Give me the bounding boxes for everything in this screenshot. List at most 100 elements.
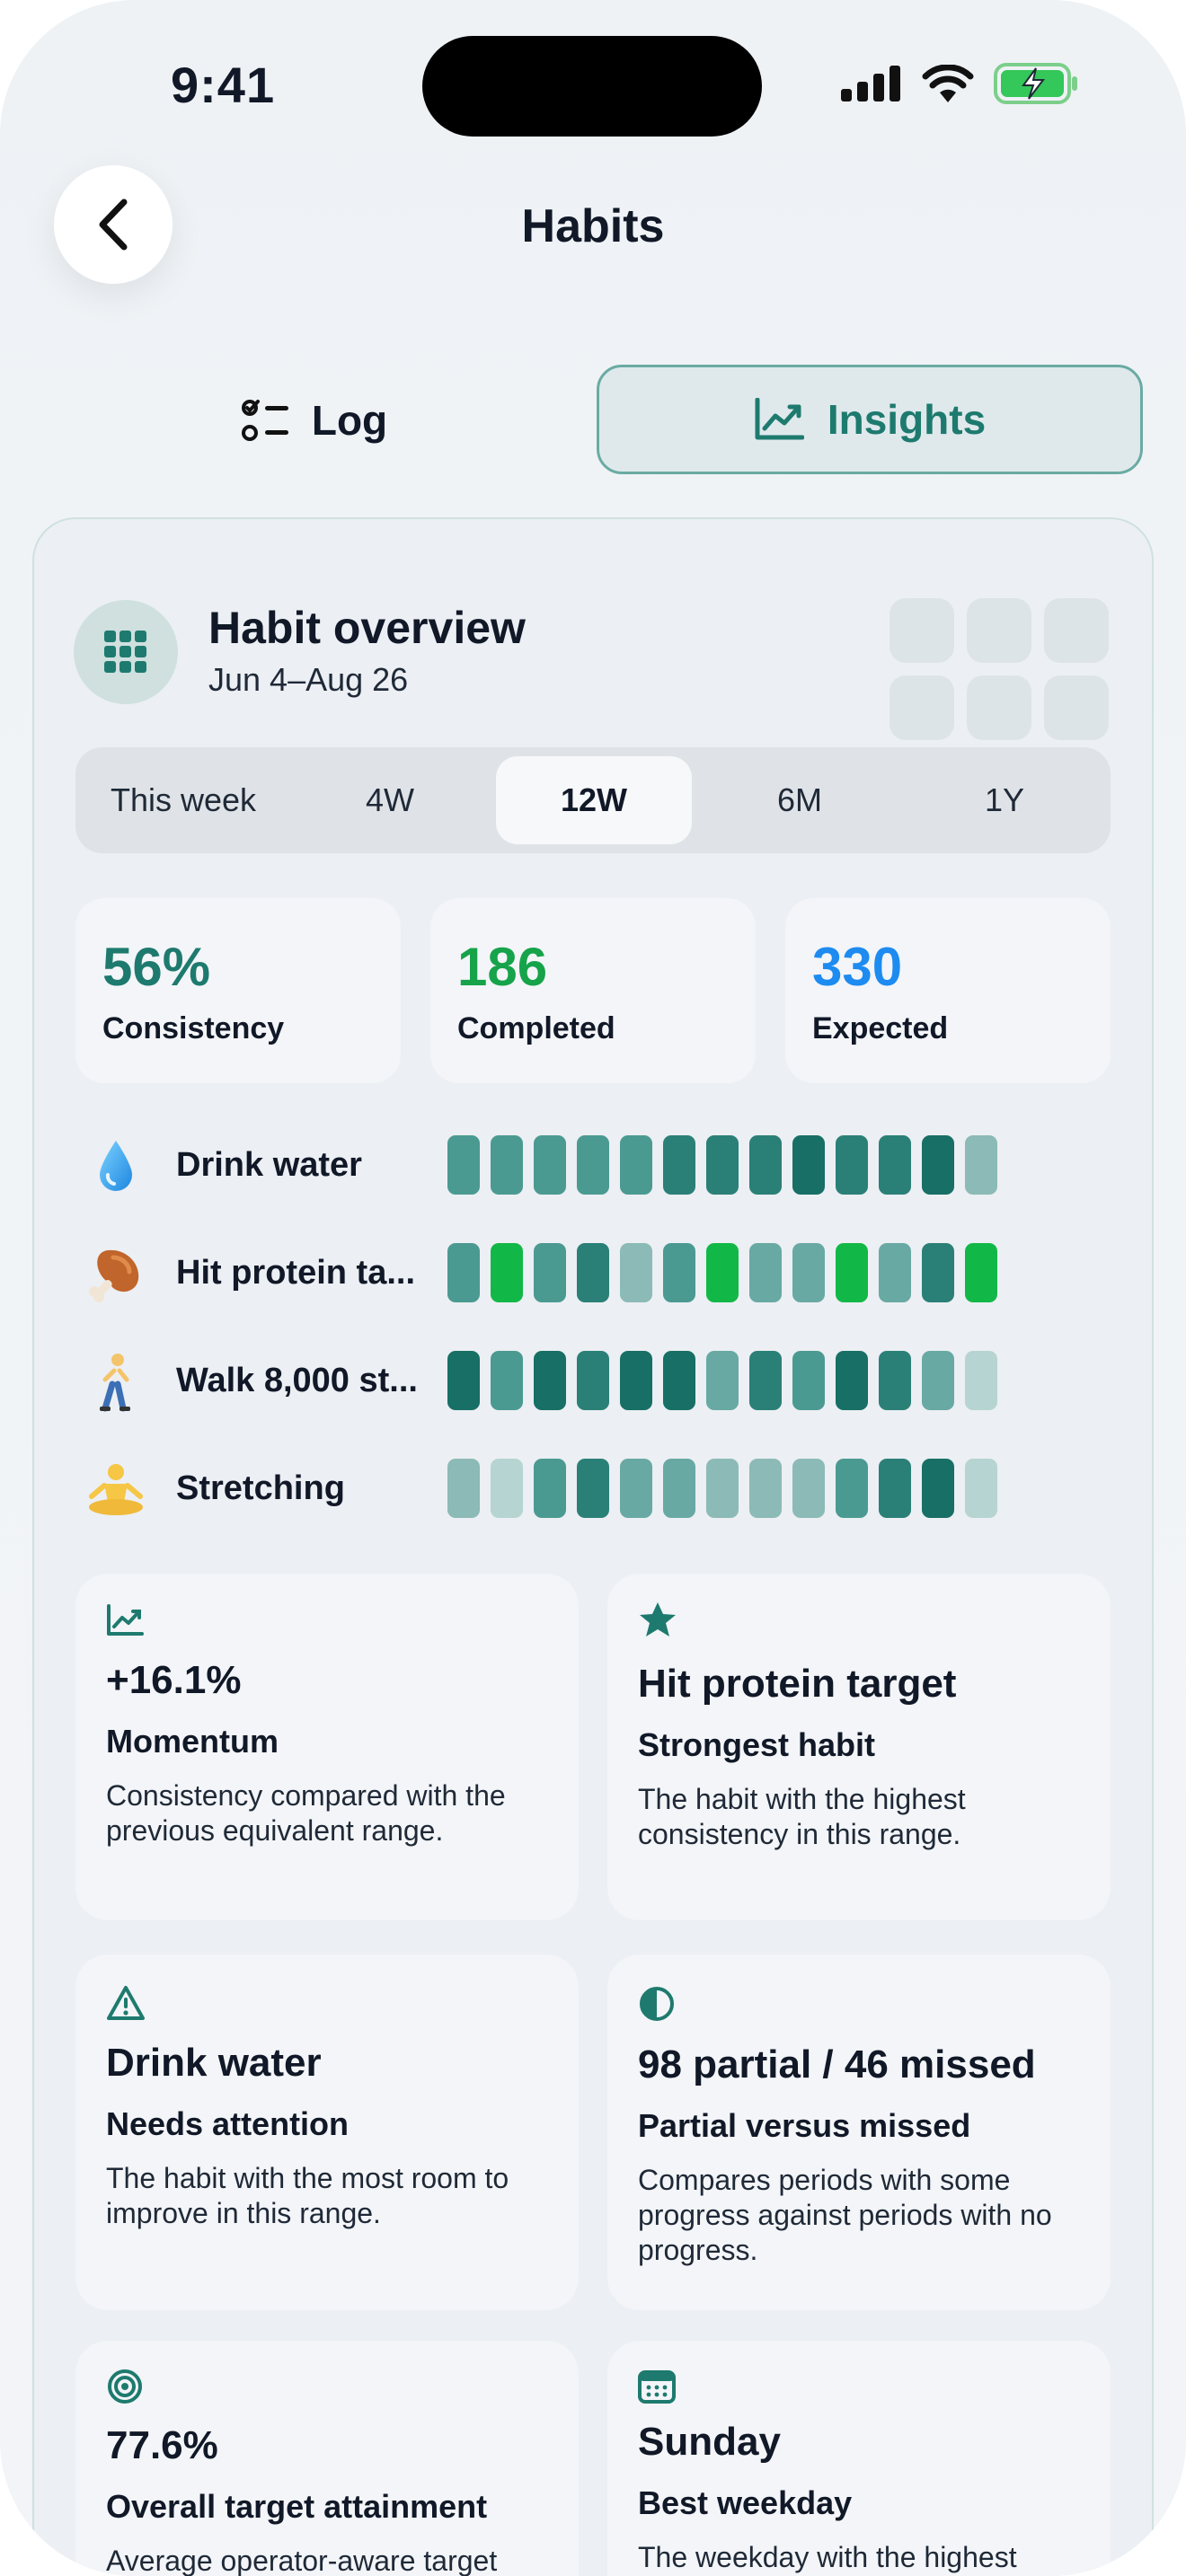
habit-day-cell: [663, 1243, 695, 1302]
habit-day-cell: [706, 1135, 739, 1195]
habit-day-cell: [792, 1459, 825, 1518]
habit-day-cell: [706, 1243, 739, 1302]
range-selector: This week 4W 12W 6M 1Y: [75, 747, 1111, 853]
warning-icon: [107, 1986, 145, 2020]
insight-value: Sunday: [638, 2420, 781, 2464]
habit-day-cell: [749, 1351, 782, 1410]
habit-day-cell: [577, 1351, 609, 1410]
habit-row-drink-water[interactable]: Drink water: [75, 1126, 1064, 1207]
range-option-this-week[interactable]: This week: [110, 781, 257, 818]
habit-day-cell: [836, 1243, 868, 1302]
insight-card-needs-attention: Drink water Needs attention The habit wi…: [75, 1954, 579, 2310]
habit-cells: [447, 1135, 997, 1195]
insight-description: Average operator-aware target: [106, 2545, 498, 2576]
habit-row-walk[interactable]: Walk 8,000 st...: [75, 1342, 1064, 1423]
habit-day-cell: [491, 1135, 523, 1195]
habit-day-cell: [663, 1459, 695, 1518]
chevron-left-icon: [99, 198, 128, 251]
habit-day-cell: [749, 1135, 782, 1195]
stat-consistency: 56% Consistency: [75, 898, 401, 1083]
poultry-leg-icon: [86, 1245, 146, 1304]
habit-day-cell: [663, 1351, 695, 1410]
habit-day-cell: [792, 1243, 825, 1302]
habit-day-cell: [620, 1351, 652, 1410]
habit-day-cell: [922, 1243, 954, 1302]
habit-day-cell: [879, 1459, 911, 1518]
stat-label: Expected: [812, 1011, 949, 1045]
habit-day-cell: [491, 1243, 523, 1302]
habit-name: Drink water: [176, 1146, 362, 1184]
insight-title: Momentum: [106, 1723, 279, 1760]
back-button[interactable]: [54, 165, 173, 284]
insight-card-partial-vs-missed: 98 partial / 46 missed Partial versus mi…: [607, 1954, 1111, 2310]
habit-day-cell: [534, 1459, 566, 1518]
insight-description: The weekday with the highest: [638, 2541, 1017, 2573]
habit-day-cell: [447, 1351, 480, 1410]
range-option-12w[interactable]: 12W: [496, 756, 692, 844]
habit-day-cell: [922, 1459, 954, 1518]
tab-insights-label: Insights: [827, 396, 987, 443]
insight-value: Hit protein target: [638, 1662, 957, 1706]
habit-day-cell: [749, 1243, 782, 1302]
habit-day-cell: [965, 1243, 997, 1302]
dynamic-island: [422, 36, 762, 137]
habit-name: Hit protein ta...: [176, 1254, 415, 1292]
stat-expected: 330 Expected: [785, 898, 1111, 1083]
habit-day-cell: [447, 1135, 480, 1195]
tab-insights[interactable]: Insights: [597, 365, 1143, 474]
habit-day-cell: [577, 1243, 609, 1302]
habit-cells: [447, 1351, 997, 1410]
grid-icon: [104, 631, 146, 673]
habit-day-cell: [749, 1459, 782, 1518]
cellular-signal-icon: [841, 66, 900, 101]
habit-day-cell: [965, 1459, 997, 1518]
habit-day-cell: [577, 1459, 609, 1518]
habit-day-cell: [447, 1459, 480, 1518]
battery-charging-icon: [994, 63, 1077, 104]
insight-title: Overall target attainment: [106, 2488, 488, 2525]
habit-day-cell: [491, 1351, 523, 1410]
droplet-icon: [86, 1137, 146, 1196]
insight-description: The habit with the most room to improve …: [106, 2162, 509, 2229]
target-icon: [108, 2369, 142, 2404]
habit-day-cell: [706, 1459, 739, 1518]
habit-day-cell: [663, 1135, 695, 1195]
trend-chart-icon: [755, 398, 804, 440]
range-option-1y[interactable]: 1Y: [984, 781, 1025, 818]
stat-value: 186: [457, 937, 548, 997]
insight-description: The habit with the highest consistency i…: [638, 1783, 966, 1850]
habit-row-protein[interactable]: Hit protein ta...: [75, 1234, 1064, 1315]
habit-day-cell: [620, 1459, 652, 1518]
person-walking-icon: [86, 1353, 146, 1412]
habit-day-cell: [879, 1135, 911, 1195]
range-option-4w[interactable]: 4W: [366, 781, 414, 818]
habit-name: Walk 8,000 st...: [176, 1362, 418, 1399]
star-icon: [640, 1602, 676, 1636]
insight-value: 98 partial / 46 missed: [638, 2042, 1036, 2086]
tab-log[interactable]: Log: [180, 366, 449, 474]
status-time: 9:41: [171, 57, 276, 113]
habit-day-cell: [922, 1135, 954, 1195]
habit-day-cell: [447, 1243, 480, 1302]
trend-chart-icon: [107, 1604, 144, 1636]
insight-value: Drink water: [106, 2041, 322, 2085]
habit-day-cell: [491, 1459, 523, 1518]
overview-title: Habit overview: [208, 603, 526, 653]
insight-value: +16.1%: [106, 1658, 242, 1702]
stat-value: 330: [812, 937, 903, 997]
half-circle-icon: [640, 1987, 674, 2021]
habit-row-stretching[interactable]: Stretching: [75, 1450, 1064, 1531]
insight-card-strongest-habit: Hit protein target Strongest habit The h…: [607, 1574, 1111, 1920]
habit-day-cell: [836, 1135, 868, 1195]
page-title: Habits: [521, 200, 665, 252]
insight-title: Partial versus missed: [638, 2107, 971, 2144]
range-option-6m[interactable]: 6M: [776, 781, 822, 818]
habit-day-cell: [836, 1459, 868, 1518]
habit-day-cell: [922, 1351, 954, 1410]
insight-description: Consistency compared with the previous e…: [106, 1779, 506, 1847]
checklist-icon: [241, 400, 288, 441]
habit-name: Stretching: [176, 1469, 345, 1507]
insight-title: Strongest habit: [638, 1726, 876, 1763]
habit-day-cell: [965, 1135, 997, 1195]
habit-day-cell: [792, 1351, 825, 1410]
